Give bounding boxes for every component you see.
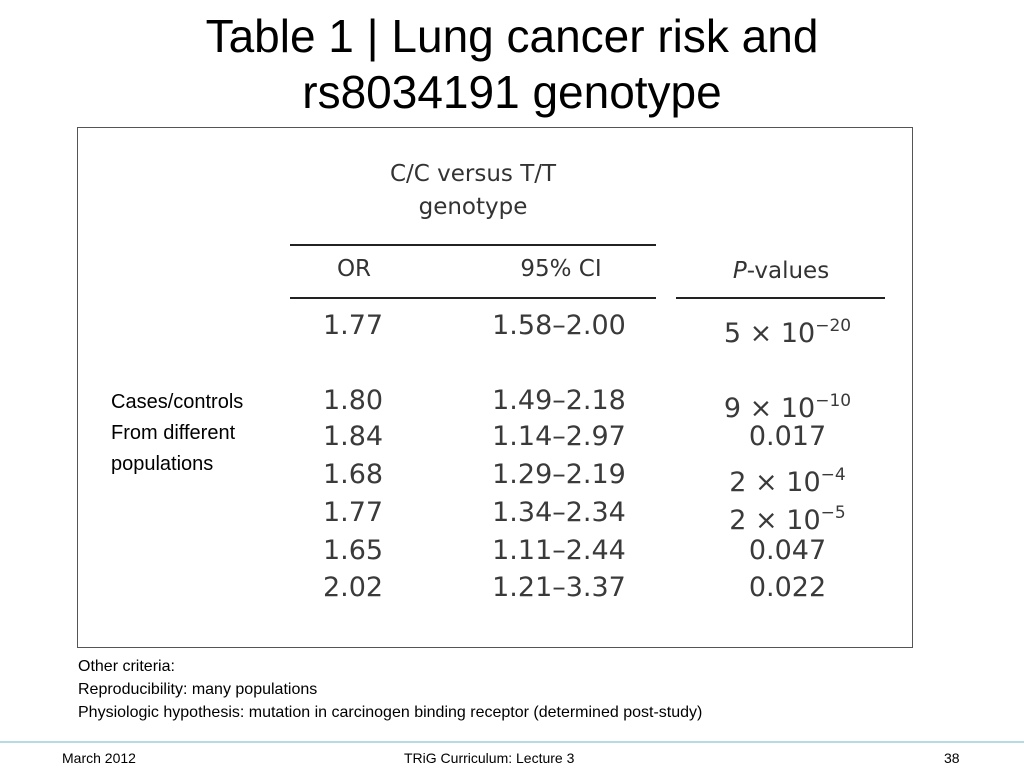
group-header-rule <box>290 244 656 246</box>
cell-or: 2.02 <box>322 572 384 603</box>
group-header-line2: genotype <box>418 194 528 220</box>
criteria-notes: Other criteria: Reproducibility: many po… <box>78 655 702 724</box>
column-header-or: OR <box>336 256 372 282</box>
slide-title: Table 1 | Lung cancer risk and rs8034191… <box>0 8 1024 120</box>
p-value-base: 0.022 <box>748 572 827 603</box>
cell-ci: 1.34–2.34 <box>492 497 626 528</box>
column-header-rule-left <box>290 297 656 299</box>
column-header-ci: 95% CI <box>520 256 602 282</box>
p-rest: -values <box>746 258 830 284</box>
footer-page-number: 38 <box>944 750 960 766</box>
cell-ci: 1.14–2.97 <box>492 421 626 452</box>
p-value-base: 5 × 10 <box>723 318 816 349</box>
side-note-line3: populations <box>111 453 214 475</box>
p-value-exponent: −20 <box>815 316 852 336</box>
p-value-base: 0.017 <box>748 421 827 452</box>
p-value-base: 2 × 10 <box>729 467 821 498</box>
cell-ci: 1.58–2.00 <box>492 310 626 341</box>
side-note: Cases/controls From different population… <box>111 387 243 480</box>
group-header-line1: C/C versus T/T <box>389 161 557 187</box>
p-value-base: 9 × 10 <box>723 393 816 424</box>
column-header-rule-right <box>676 297 885 299</box>
group-header: C/C versus T/T genotype <box>290 158 656 224</box>
p-value-exponent: −10 <box>815 391 852 411</box>
cell-p-value: 9 × 10−10 <box>700 386 875 424</box>
slide-title-line1: Table 1 | Lung cancer risk and <box>205 10 819 62</box>
cell-or: 1.77 <box>322 497 384 528</box>
footer-date: March 2012 <box>62 750 136 766</box>
cell-ci: 1.29–2.19 <box>492 459 626 490</box>
cell-p-value: 2 × 10−4 <box>700 460 875 498</box>
cell-ci: 1.21–3.37 <box>492 572 626 603</box>
p-value-base: 0.047 <box>748 535 827 566</box>
cell-or: 1.84 <box>322 421 384 452</box>
p-value-exponent: −4 <box>820 465 846 485</box>
cell-or: 1.80 <box>322 385 384 416</box>
p-value-base: 2 × 10 <box>729 505 821 536</box>
cell-ci: 1.11–2.44 <box>492 535 626 566</box>
notes-line2: Reproducibility: many populations <box>78 681 318 698</box>
column-header-p-values: P-values <box>696 258 866 284</box>
side-note-line2: From different <box>111 422 236 444</box>
p-italic: P <box>732 258 747 284</box>
cell-p-value: 0.017 <box>700 422 875 452</box>
cell-p-value: 0.047 <box>700 536 875 566</box>
footer-center: TRiG Curriculum: Lecture 3 <box>404 750 575 766</box>
cell-p-value: 0.022 <box>700 573 875 603</box>
cell-ci: 1.49–2.18 <box>492 385 626 416</box>
cell-p-value: 5 × 10−20 <box>700 311 875 349</box>
side-note-line1: Cases/controls <box>111 391 244 413</box>
footer-rule <box>0 741 1024 743</box>
cell-or: 1.68 <box>322 459 384 490</box>
table-image-frame <box>77 127 913 648</box>
cell-p-value: 2 × 10−5 <box>700 498 875 536</box>
slide-title-line2: rs8034191 genotype <box>302 66 722 118</box>
cell-or: 1.77 <box>322 310 384 341</box>
cell-or: 1.65 <box>322 535 384 566</box>
notes-line1: Other criteria: <box>78 658 175 675</box>
notes-line3: Physiologic hypothesis: mutation in carc… <box>78 704 703 721</box>
p-value-exponent: −5 <box>820 503 846 523</box>
